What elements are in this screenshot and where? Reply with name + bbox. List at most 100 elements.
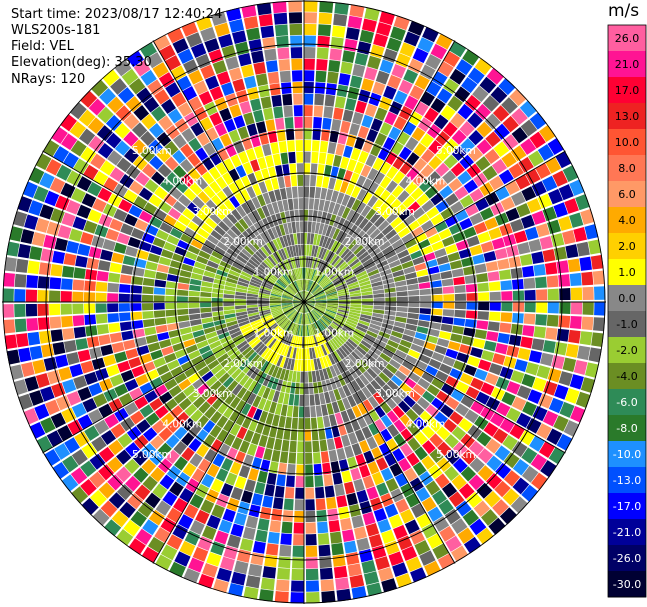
velocity-gate (366, 330, 378, 339)
velocity-gate (405, 323, 418, 332)
velocity-gate (329, 271, 340, 280)
velocity-gate (161, 346, 174, 356)
velocity-gate (282, 305, 293, 309)
velocity-gate (140, 69, 157, 86)
velocity-gate (311, 310, 320, 320)
velocity-gate (318, 275, 327, 285)
velocity-gate (286, 246, 292, 258)
velocity-gate (293, 359, 298, 371)
velocity-gate (195, 147, 209, 162)
velocity-gate (469, 212, 484, 226)
velocity-gate (323, 391, 331, 404)
velocity-gate (296, 302, 304, 311)
velocity-gate (304, 116, 313, 128)
velocity-gate (314, 475, 324, 487)
velocity-gate (421, 200, 435, 213)
velocity-gate (4, 334, 18, 350)
velocity-gate (195, 176, 209, 190)
velocity-gate (588, 239, 602, 255)
velocity-gate (239, 274, 251, 282)
velocity-gate (270, 291, 282, 296)
velocity-gate (165, 295, 177, 302)
velocity-gate (314, 393, 321, 406)
velocity-gate (272, 311, 284, 318)
velocity-gate (413, 416, 427, 431)
velocity-gate (428, 233, 441, 245)
velocity-gate (61, 474, 79, 492)
velocity-gate (325, 342, 333, 354)
velocity-gate (410, 187, 424, 201)
velocity-gate (369, 247, 382, 258)
velocity-gate (352, 331, 364, 340)
velocity-gate (265, 60, 279, 73)
velocity-gate (334, 2, 349, 15)
velocity-gate (118, 199, 133, 213)
velocity-gate (536, 302, 548, 313)
velocity-gate (413, 158, 427, 172)
velocity-gate (269, 304, 282, 308)
velocity-gate (315, 370, 321, 382)
velocity-gate (374, 418, 386, 432)
velocity-gate (70, 467, 88, 485)
velocity-gate (450, 162, 466, 177)
velocity-gate (257, 220, 267, 232)
velocity-gate (316, 47, 329, 60)
velocity-gate (118, 293, 130, 302)
velocity-gate (405, 181, 418, 195)
velocity-gate (179, 269, 192, 278)
velocity-gate (347, 15, 363, 29)
velocity-gate (258, 84, 270, 98)
velocity-gate (226, 212, 238, 225)
velocity-gate (307, 312, 313, 324)
velocity-gate (356, 489, 369, 503)
velocity-gate (277, 249, 285, 261)
velocity-gate (416, 326, 429, 335)
velocity-gate (469, 188, 484, 203)
velocity-gate (124, 378, 139, 392)
velocity-gate (364, 7, 380, 21)
velocity-gate (141, 303, 154, 311)
velocity-gate (293, 312, 300, 323)
velocity-gate (406, 318, 419, 326)
velocity-gate (333, 350, 342, 362)
velocity-gate (296, 268, 301, 280)
velocity-gate (474, 368, 488, 381)
velocity-gate (348, 311, 361, 317)
velocity-gate (276, 567, 291, 580)
velocity-gate (297, 441, 304, 453)
velocity-gate (350, 147, 361, 161)
velocity-gate (263, 107, 274, 121)
velocity-gate (537, 193, 553, 209)
velocity-gate (144, 326, 157, 336)
velocity-gate (317, 320, 326, 330)
velocity-gate (164, 156, 179, 171)
velocity-gate (349, 293, 362, 297)
velocity-gate (399, 442, 413, 457)
velocity-gate (384, 310, 396, 316)
velocity-gate (396, 296, 408, 302)
velocity-gate (420, 245, 434, 256)
velocity-gate (334, 96, 346, 109)
velocity-gate (351, 333, 362, 343)
velocity-gate (407, 201, 421, 214)
velocity-gate (322, 249, 330, 261)
velocity-gate (327, 71, 339, 84)
velocity-gate (271, 309, 283, 315)
velocity-gate (312, 323, 318, 334)
velocity-gate (24, 376, 39, 392)
velocity-gate (377, 220, 390, 232)
velocity-gate (488, 363, 503, 376)
velocity-gate (331, 425, 340, 438)
velocity-gate (421, 425, 435, 439)
velocity-gate (239, 101, 252, 115)
velocity-gate (540, 460, 557, 478)
velocity-gate (442, 170, 457, 184)
velocity-gate (254, 271, 265, 279)
velocity-gate (448, 178, 463, 192)
velocity-gate (427, 171, 441, 185)
velocity-gate (83, 303, 96, 314)
velocity-gate (476, 121, 493, 138)
velocity-gate (279, 331, 287, 342)
velocity-gate (390, 330, 403, 339)
velocity-gate (278, 462, 287, 475)
